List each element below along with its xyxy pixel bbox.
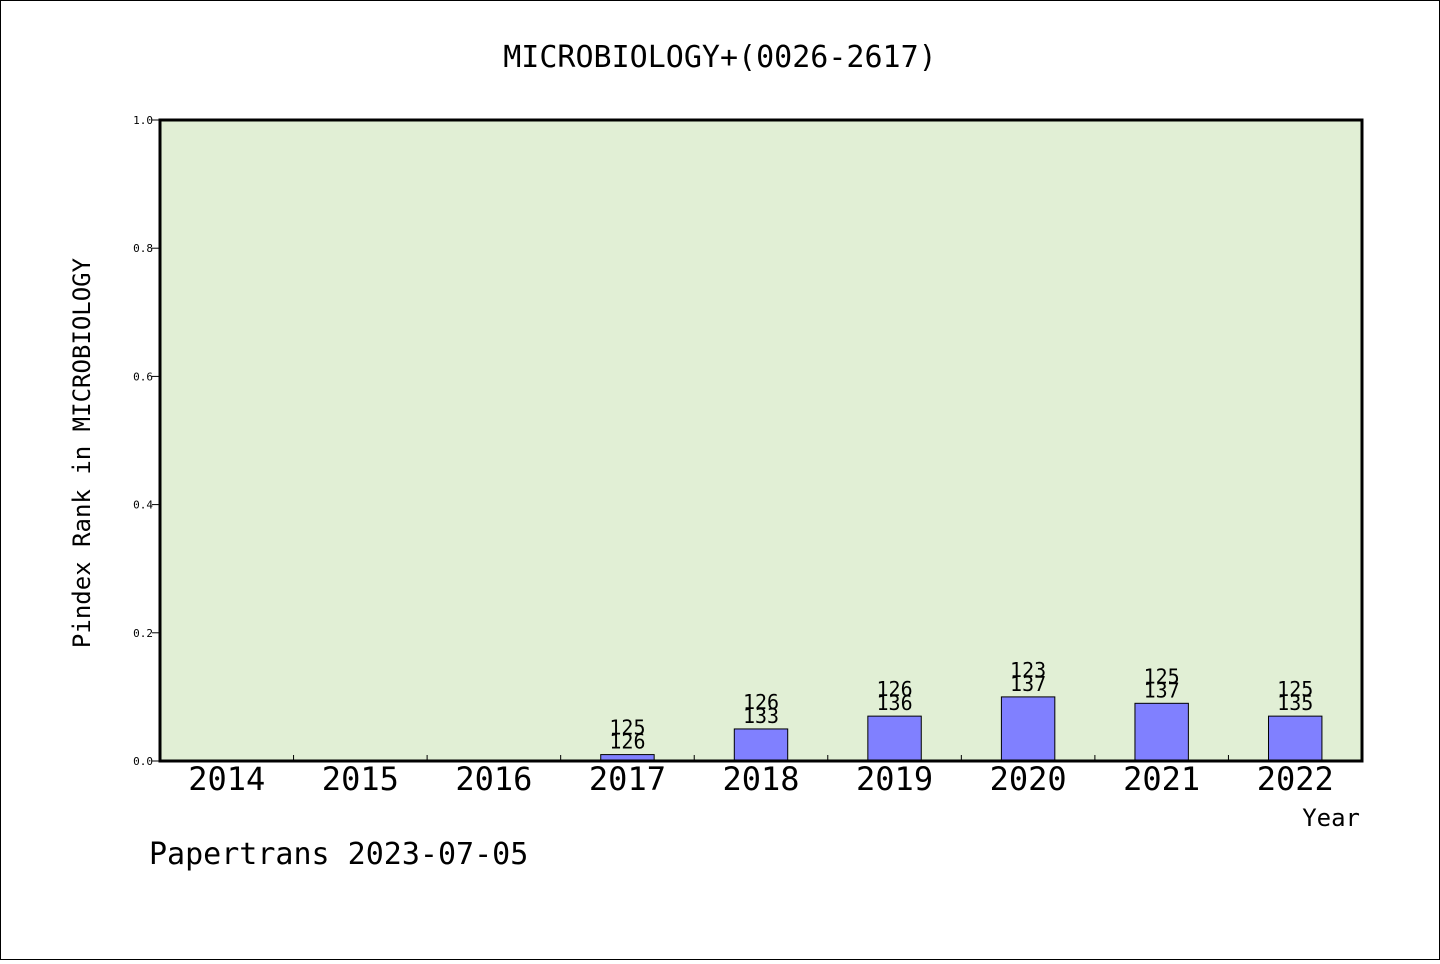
bar-label-top: 126 xyxy=(743,690,779,714)
y-tick-label: 0.0 xyxy=(133,755,153,768)
bar-label-bottom: 137 xyxy=(1144,678,1180,702)
x-tick-label: 2020 xyxy=(990,760,1067,798)
bar-label-bottom: 126 xyxy=(609,730,645,754)
bar-label-top: 126 xyxy=(876,677,912,701)
y-tick-label: 0.4 xyxy=(133,499,153,512)
bar-label-bottom: 136 xyxy=(876,691,912,715)
x-tick-label: 2017 xyxy=(589,760,666,798)
bar-label-bottom: 137 xyxy=(1010,672,1046,696)
x-axis-label: Year xyxy=(1302,804,1360,832)
plot-border xyxy=(158,118,1364,763)
y-axis-label: Pindex Rank in MICROBIOLOGY xyxy=(68,257,96,648)
bar-label-top: 125 xyxy=(609,716,645,740)
bar xyxy=(1134,702,1189,762)
x-tick-label: 2015 xyxy=(322,760,399,798)
x-tick-label: 2022 xyxy=(1257,760,1334,798)
y-tick-label: 0.6 xyxy=(133,370,153,383)
x-tick-label: 2018 xyxy=(722,760,799,798)
bar xyxy=(733,728,789,762)
chart-title: MICROBIOLOGY+(0026-2617) xyxy=(503,40,936,75)
x-tick-label: 2019 xyxy=(856,760,933,798)
y-tick-label: 1.0 xyxy=(133,114,153,127)
y-tick-label: 0.8 xyxy=(133,242,153,255)
bar-label-bottom: 133 xyxy=(743,704,779,728)
footer-credit: Papertrans 2023-07-05 xyxy=(149,837,528,872)
bar-label-top: 125 xyxy=(1277,677,1313,701)
bar xyxy=(1268,715,1323,762)
x-tick-label: 2016 xyxy=(455,760,532,798)
y-tick-label: 0.2 xyxy=(133,627,153,640)
bar xyxy=(867,715,922,762)
plot-area xyxy=(158,118,1364,763)
bar-label-top: 123 xyxy=(1010,658,1046,682)
bar-label-top: 125 xyxy=(1144,664,1180,688)
bar-label-bottom: 135 xyxy=(1277,691,1313,715)
x-tick-label: 2014 xyxy=(188,760,265,798)
bar xyxy=(1000,696,1056,762)
x-tick-label: 2021 xyxy=(1123,760,1200,798)
